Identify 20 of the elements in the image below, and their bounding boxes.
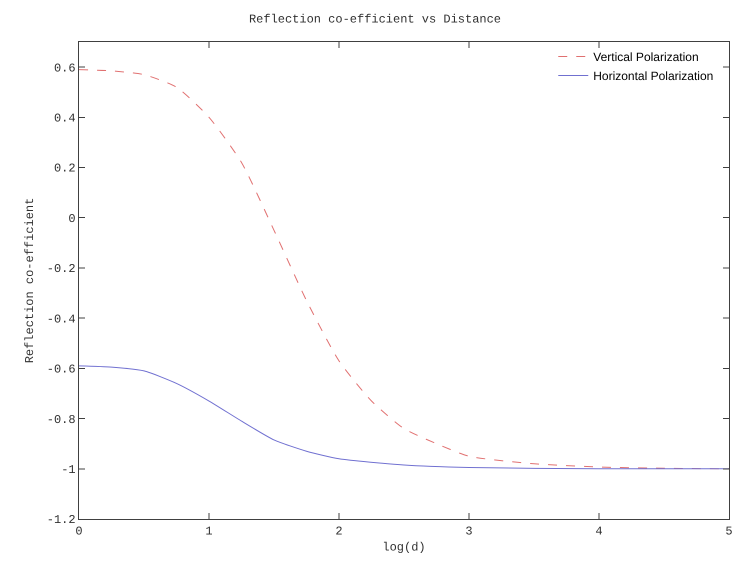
y-tick-label: 0.6 bbox=[54, 61, 76, 76]
y-tick-label: -0.8 bbox=[46, 412, 76, 427]
y-tick-label: -1.2 bbox=[46, 513, 76, 528]
y-tick-label: 0.4 bbox=[54, 112, 76, 126]
y-tick-label: 0 bbox=[68, 212, 76, 226]
y-tick-label: -0.2 bbox=[46, 262, 76, 276]
y-tick-label: -1 bbox=[61, 462, 76, 477]
chart-title: Reflection co-efficient vs Distance bbox=[248, 12, 502, 26]
x-tick-label: 3 bbox=[465, 524, 473, 538]
legend-label: Horizontal Polarization bbox=[593, 69, 714, 84]
x-tick-label: 2 bbox=[335, 524, 343, 538]
y-tick-label: -0.4 bbox=[46, 312, 76, 326]
x-tick-label: 1 bbox=[205, 524, 213, 538]
x-tick-label: 5 bbox=[725, 524, 733, 538]
x-axis-title: log(d) bbox=[382, 540, 426, 554]
legend-label: Vertical Polarization bbox=[593, 50, 699, 64]
y-axis-title: Reflection co-efficient bbox=[23, 198, 38, 364]
x-tick-label: 4 bbox=[595, 524, 603, 538]
y-tick-label: -0.6 bbox=[46, 362, 76, 377]
y-tick-label: 0.2 bbox=[54, 162, 76, 176]
